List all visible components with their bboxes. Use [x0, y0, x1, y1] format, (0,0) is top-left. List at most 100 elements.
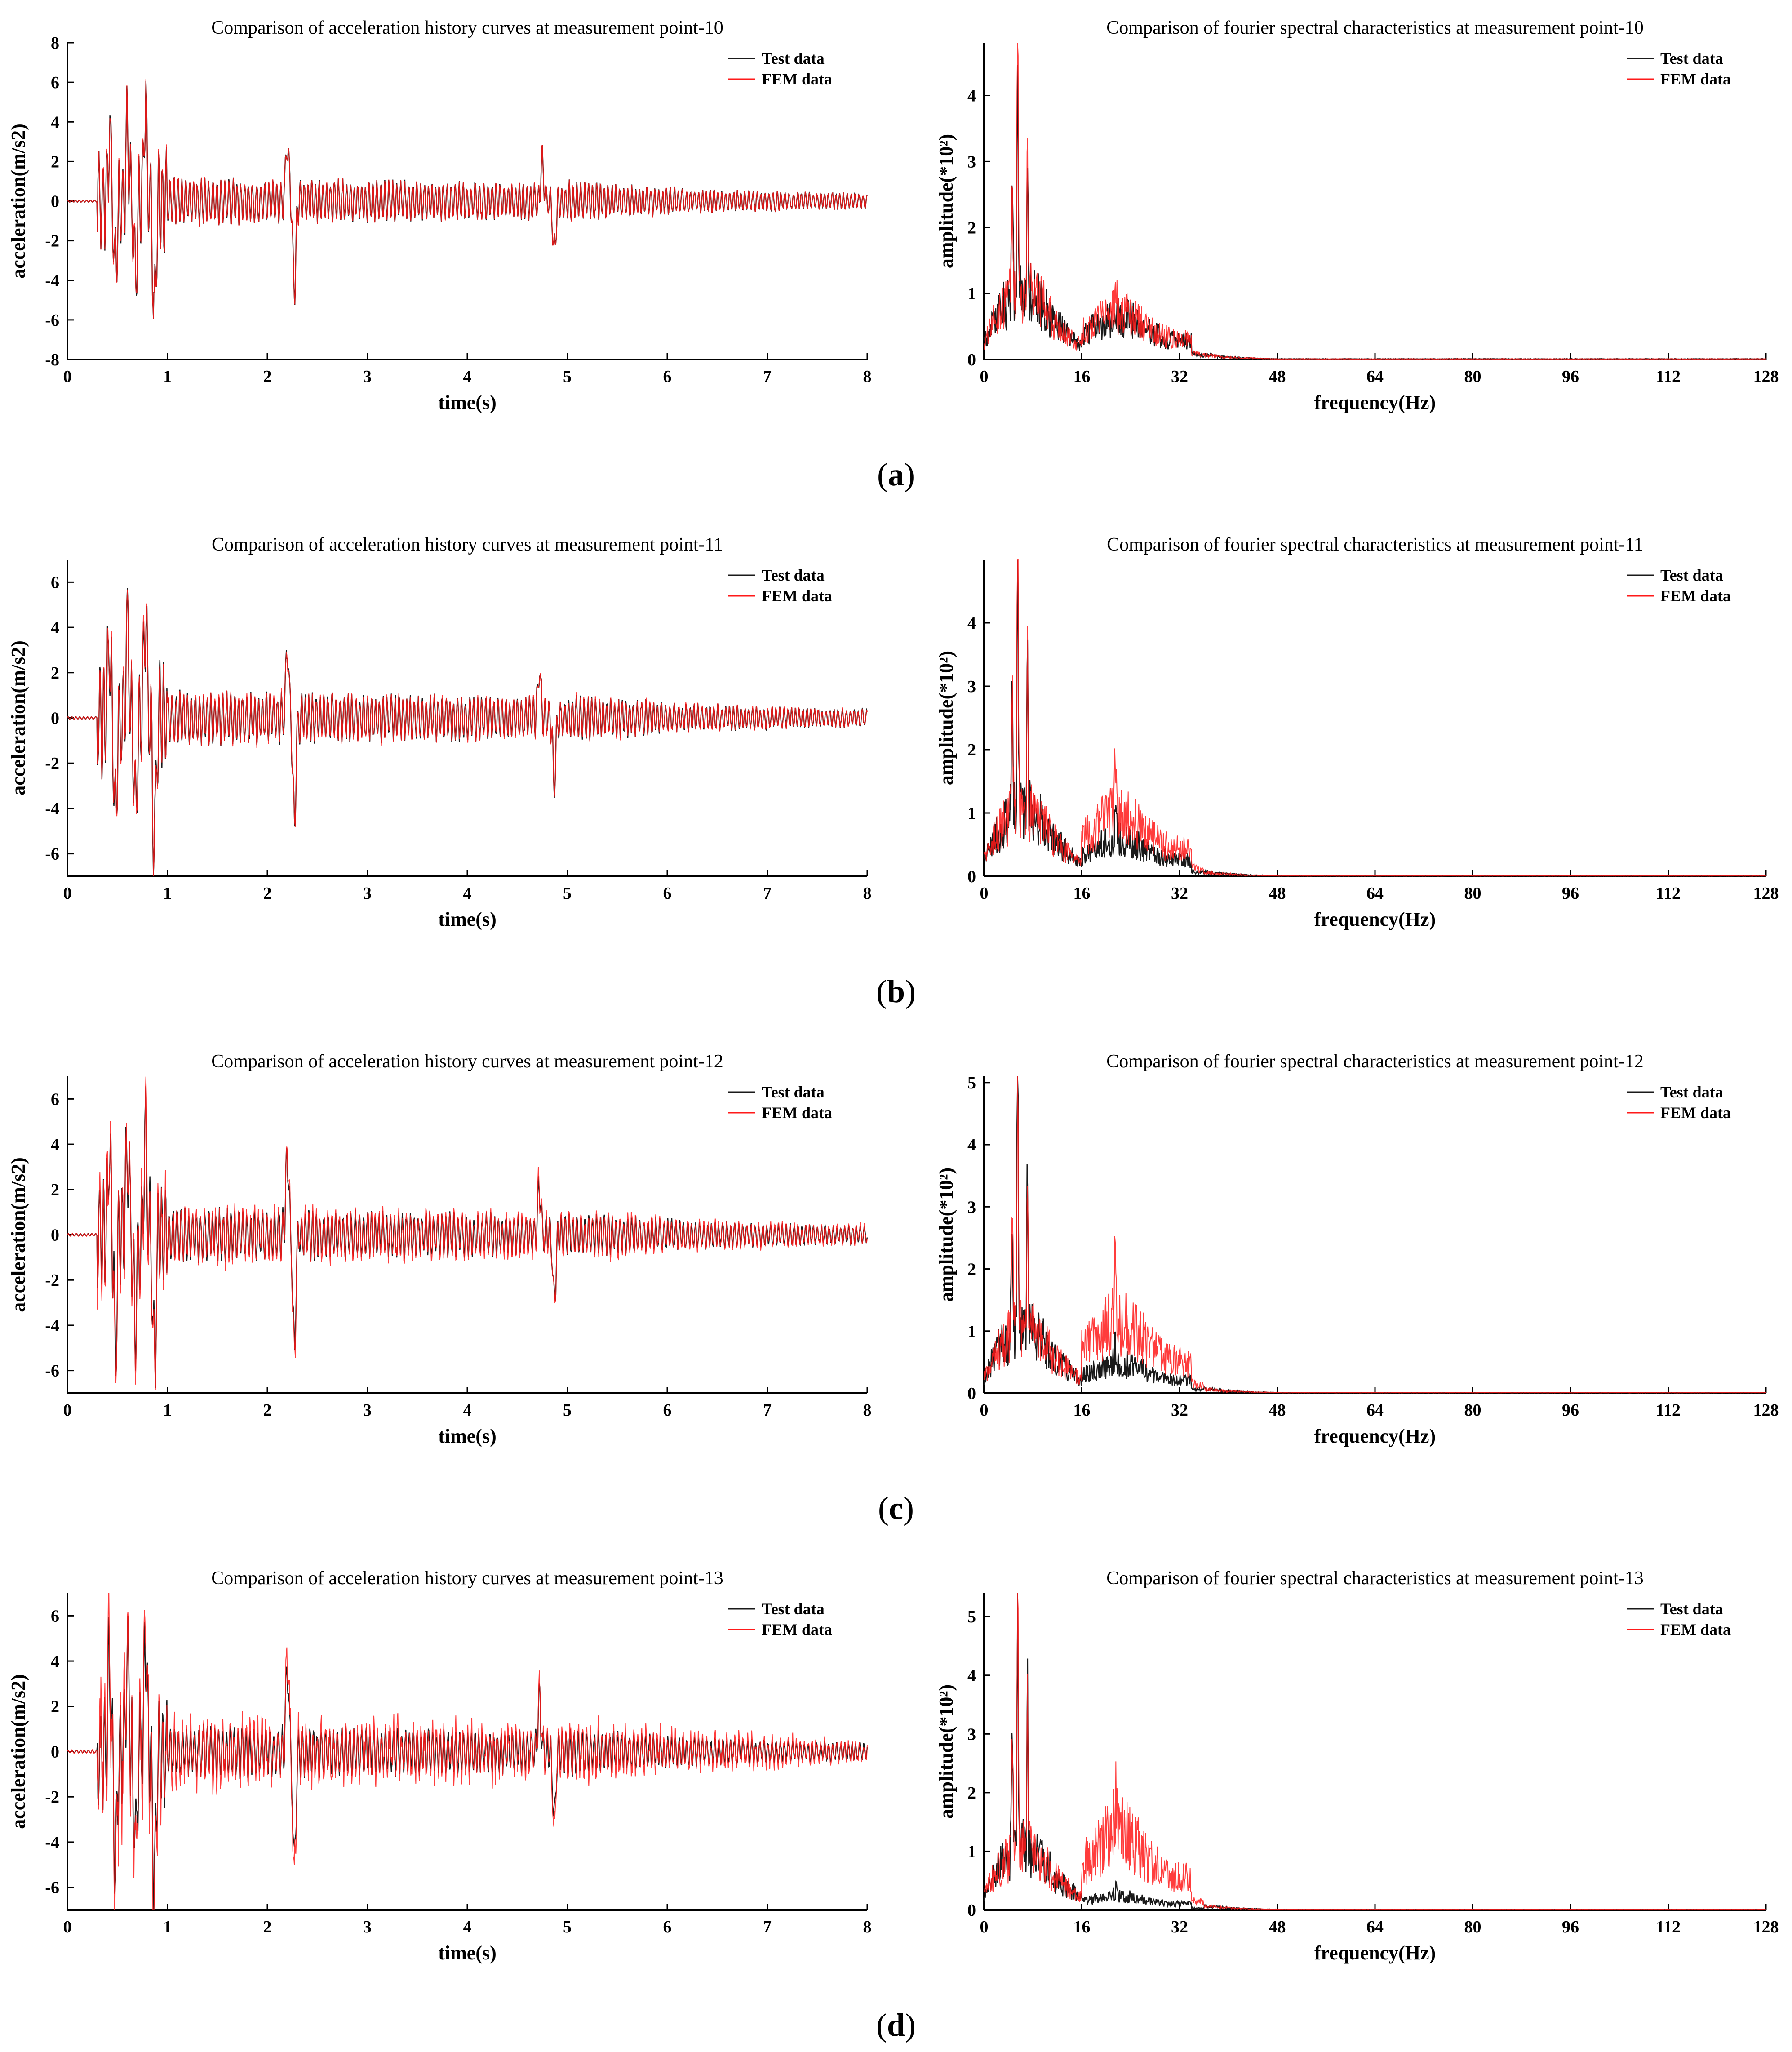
x-tick-label: 48 [1269, 367, 1286, 386]
y-axis-label: acceleration(m/s2) [7, 1157, 29, 1312]
y-tick-label: 1 [967, 284, 976, 303]
x-tick-label: 0 [63, 1918, 72, 1937]
x-tick-label: 4 [463, 1401, 472, 1420]
x-tick-label: 128 [1753, 367, 1779, 386]
y-tick-label: -4 [45, 1316, 59, 1335]
y-axis-label: acceleration(m/s2) [7, 1674, 29, 1829]
chart-title: Comparison of acceleration history curve… [211, 18, 723, 38]
legend-label-fem: FEM data [762, 587, 832, 605]
x-tick-label: 7 [763, 1918, 772, 1937]
y-tick-label: 2 [51, 152, 59, 171]
x-tick-label: 80 [1464, 367, 1482, 386]
x-tick-label: 2 [263, 1918, 272, 1937]
x-tick-label: 32 [1171, 1401, 1188, 1420]
chart-title: Comparison of acceleration history curve… [211, 1568, 723, 1589]
y-tick-label: 2 [967, 1260, 976, 1279]
x-axis-label: frequency(Hz) [1314, 391, 1436, 413]
panel-caption: (d) [876, 2007, 916, 2043]
y-tick-label: 1 [967, 804, 976, 823]
series-line-test [67, 81, 868, 319]
y-axis-label: amplitude(*10²) [935, 134, 957, 268]
legend-label-test: Test data [1660, 1600, 1723, 1618]
y-tick-label: 2 [967, 741, 976, 760]
y-tick-label: 2 [51, 1181, 59, 1199]
legend-label-test: Test data [1660, 566, 1723, 584]
panel-caption: (b) [876, 973, 916, 1009]
x-tick-label: 48 [1269, 884, 1286, 903]
y-tick-label: 3 [967, 1725, 976, 1744]
x-tick-label: 0 [63, 1401, 72, 1420]
legend-label-test: Test data [762, 49, 825, 67]
series-line-fem [67, 79, 868, 319]
x-tick-label: 16 [1073, 367, 1091, 386]
x-tick-label: 1 [163, 367, 172, 386]
legend-label-fem: FEM data [1660, 1104, 1731, 1122]
x-tick-label: 7 [763, 367, 772, 386]
x-tick-label: 1 [163, 1401, 172, 1420]
x-tick-label: 1 [163, 884, 172, 903]
x-tick-label: 5 [563, 367, 572, 386]
y-tick-label: 4 [967, 1666, 976, 1685]
x-tick-label: 96 [1562, 1401, 1579, 1420]
legend-label-fem: FEM data [762, 1621, 832, 1639]
y-tick-label: -6 [45, 1879, 59, 1897]
chart-title: Comparison of fourier spectral character… [1107, 534, 1643, 555]
y-tick-label: -4 [45, 271, 59, 290]
x-tick-label: 8 [863, 1401, 872, 1420]
y-tick-label: 0 [967, 1901, 976, 1920]
y-tick-label: -6 [45, 1362, 59, 1381]
x-tick-label: 112 [1656, 1401, 1681, 1420]
x-axis-label: time(s) [438, 1942, 497, 1964]
x-tick-label: 5 [563, 1401, 572, 1420]
panel-caption: (c) [878, 1490, 914, 1526]
x-tick-label: 5 [563, 884, 572, 903]
x-tick-label: 4 [463, 884, 472, 903]
x-axis-label: time(s) [438, 391, 497, 413]
legend-label-test: Test data [1660, 49, 1723, 67]
x-tick-label: 2 [263, 367, 272, 386]
x-tick-label: 64 [1366, 367, 1384, 386]
x-tick-label: 3 [363, 884, 372, 903]
x-tick-label: 7 [763, 1401, 772, 1420]
panel-caption: (a) [877, 457, 915, 493]
x-axis-label: time(s) [438, 908, 497, 930]
y-tick-label: 1 [967, 1842, 976, 1861]
x-tick-label: 0 [980, 884, 989, 903]
y-tick-label: 5 [967, 1074, 976, 1093]
series-line-fem [984, 1076, 1766, 1394]
x-tick-label: 48 [1269, 1918, 1286, 1937]
y-tick-label: -2 [45, 1788, 59, 1807]
x-axis-label: frequency(Hz) [1314, 1425, 1436, 1447]
x-tick-label: 6 [663, 1401, 672, 1420]
x-tick-label: 4 [463, 367, 472, 386]
x-tick-label: 3 [363, 367, 372, 386]
y-tick-label: 0 [51, 1743, 59, 1762]
y-tick-label: -4 [45, 1833, 59, 1852]
x-tick-label: 5 [563, 1918, 572, 1937]
x-tick-label: 80 [1464, 1401, 1482, 1420]
legend-label-test: Test data [762, 1083, 825, 1101]
y-tick-label: -2 [45, 754, 59, 773]
x-tick-label: 8 [863, 1918, 872, 1937]
x-tick-label: 80 [1464, 884, 1482, 903]
chart-title: Comparison of fourier spectral character… [1106, 1568, 1643, 1589]
y-tick-label: 3 [967, 677, 976, 696]
x-tick-label: 4 [463, 1918, 472, 1937]
x-tick-label: 3 [363, 1918, 372, 1937]
y-tick-label: 0 [51, 709, 59, 728]
y-tick-label: -2 [45, 232, 59, 251]
x-tick-label: 16 [1073, 1401, 1091, 1420]
y-tick-label: 6 [51, 1607, 59, 1626]
x-tick-label: 16 [1073, 1918, 1091, 1937]
y-tick-label: 6 [51, 573, 59, 592]
y-tick-label: 4 [967, 1136, 976, 1155]
y-tick-label: 2 [51, 664, 59, 683]
chart-c-left: Comparison of acceleration history curve… [7, 1051, 872, 1447]
legend-label-test: Test data [762, 1600, 825, 1618]
y-tick-label: 5 [967, 1608, 976, 1626]
y-tick-label: 2 [51, 1697, 59, 1716]
y-tick-label: 3 [967, 1198, 976, 1217]
x-tick-label: 128 [1753, 1401, 1779, 1420]
x-tick-label: 80 [1464, 1918, 1482, 1937]
